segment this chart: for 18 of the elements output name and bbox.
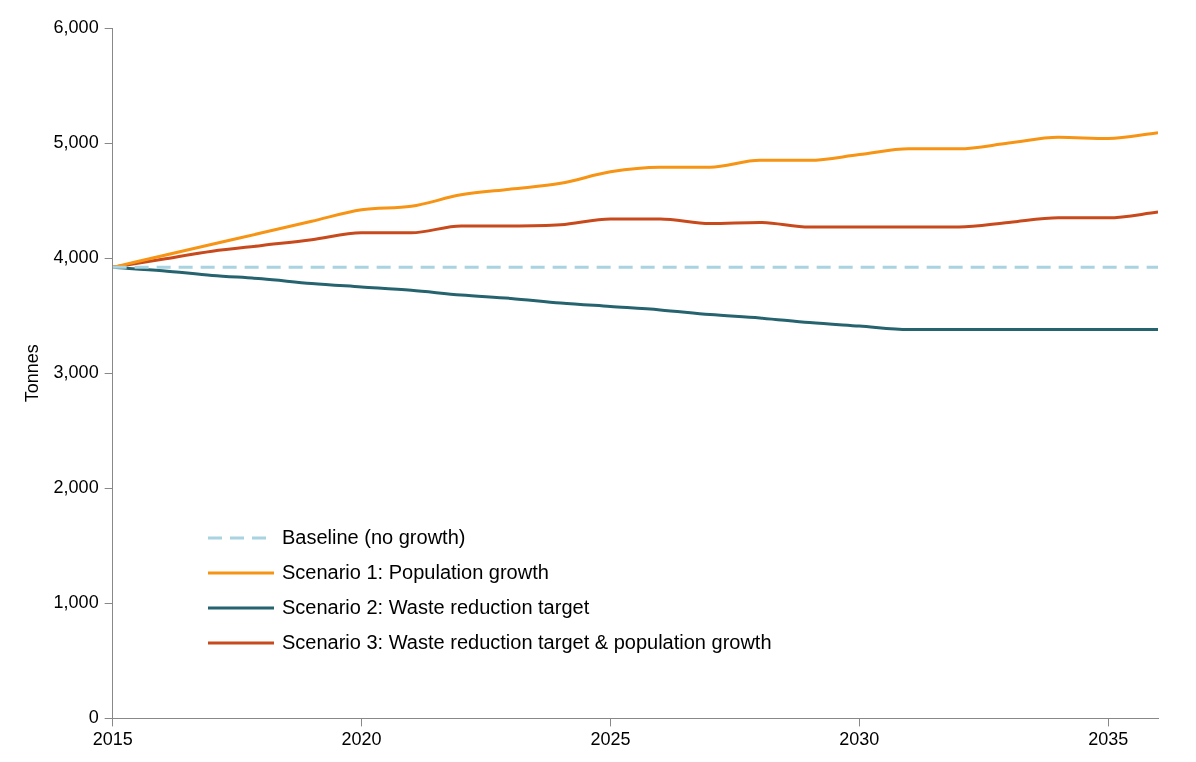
y-tick-label: 0 [88, 707, 99, 728]
x-tick-label: 2020 [341, 729, 382, 750]
line-series [112, 131, 1158, 269]
x-tick-label: 2025 [590, 729, 631, 750]
y-tick-label: 6,000 [53, 16, 99, 37]
legend-label: Scenario 3: Waste reduction target & population growth [282, 631, 772, 654]
y-tick-label: 4,000 [53, 247, 99, 268]
legend-label: Scenario 2: Waste reduction target [282, 596, 590, 619]
x-tick-label: 2015 [92, 729, 133, 750]
x-tick-label: 2035 [1088, 729, 1129, 750]
legend-label: Baseline (no growth) [282, 526, 466, 549]
y-axis-title: Tonnes [21, 344, 42, 403]
x-tick-label: 2030 [839, 729, 880, 750]
y-tick-label: 3,000 [53, 362, 99, 383]
y-tick-label: 2,000 [53, 477, 99, 498]
y-tick-label: 5,000 [53, 132, 99, 153]
legend-label: Scenario 1: Population growth [282, 561, 549, 584]
y-tick-label: 1,000 [53, 592, 99, 613]
